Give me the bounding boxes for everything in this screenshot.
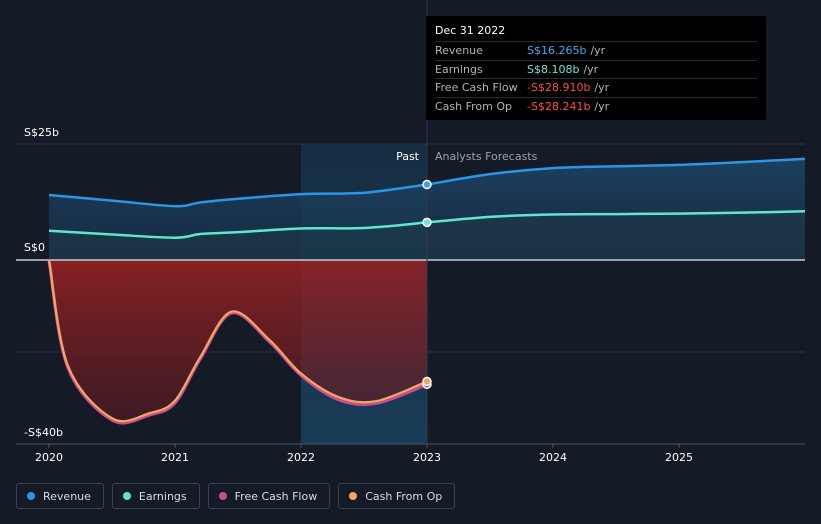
legend-item-cash-from-op[interactable]: Cash From Op [338, 483, 456, 509]
x-tick-label: 2024 [539, 451, 567, 464]
past-label: Past [396, 150, 420, 163]
legend-item-revenue[interactable]: Revenue [16, 483, 104, 509]
free-cash-flow-dot-icon [218, 492, 227, 500]
cashflow-area [49, 260, 427, 423]
tooltip-row-cash-from-op: Cash From Op -S$28.241b /yr [435, 96, 757, 116]
tooltip-value: -S$28.910b [527, 81, 591, 94]
x-tick-label: 2023 [413, 451, 441, 464]
tooltip-label: Free Cash Flow [435, 81, 518, 94]
tooltip-unit: /yr [594, 81, 610, 94]
tooltip-unit: /yr [594, 99, 610, 113]
cash-from-op-point [422, 376, 432, 387]
legend-label: Revenue [43, 489, 91, 503]
legend: Revenue Earnings Free Cash Flow Cash Fro… [16, 483, 456, 511]
earnings-point [422, 217, 432, 228]
cash-from-op-dot-icon [349, 492, 358, 500]
legend-label: Cash From Op [365, 489, 443, 503]
y-tick-label: -S$40b [24, 426, 63, 439]
revenue-dot-icon [27, 492, 35, 500]
tooltip-label: Earnings [435, 62, 483, 76]
x-tick-label: 2022 [287, 451, 315, 464]
revenue-forecast-line [426, 157, 806, 186]
tooltip-row-revenue: Revenue S$16.265b /yr [435, 41, 757, 60]
y-tick-label: S$25b [24, 126, 59, 139]
x-tick-label: 2025 [665, 451, 693, 464]
tooltip-value: S$16.265b [527, 44, 587, 57]
tooltip-row-earnings: Earnings S$8.108b /yr [435, 59, 757, 79]
legend-item-earnings[interactable]: Earnings [111, 483, 200, 509]
tooltip-unit: /yr [583, 62, 599, 76]
y-tick-label: S$0 [24, 241, 45, 254]
tooltip-row-free-cash-flow: Free Cash Flow -S$28.910b /yr [435, 78, 757, 97]
revenue-point [422, 179, 432, 190]
tooltip-value: S$8.108b [527, 62, 580, 76]
earnings-line [48, 221, 428, 239]
revenue-line [48, 183, 428, 208]
tooltip-unit: /yr [590, 44, 606, 57]
cash-from-op-line [47, 259, 428, 423]
x-tick-label: 2021 [161, 451, 189, 464]
forecast-label: Analysts Forecasts [435, 150, 538, 163]
tooltip-label: Cash From Op [435, 99, 513, 113]
tooltip-value: -S$28.241b [527, 99, 591, 113]
earnings-forecast-line [426, 210, 806, 224]
legend-item-free-cash-flow[interactable]: Free Cash Flow [207, 483, 331, 509]
tooltip-label: Revenue [435, 44, 483, 57]
earnings-dot-icon [122, 492, 131, 500]
tooltip-date: Dec 31 2022 [435, 24, 506, 37]
x-tick-label: 2020 [35, 451, 63, 464]
legend-label: Earnings [138, 489, 187, 503]
tooltip: Dec 31 2022 Revenue S$16.265b /yr Earnin… [426, 16, 766, 120]
legend-label: Free Cash Flow [234, 489, 318, 503]
